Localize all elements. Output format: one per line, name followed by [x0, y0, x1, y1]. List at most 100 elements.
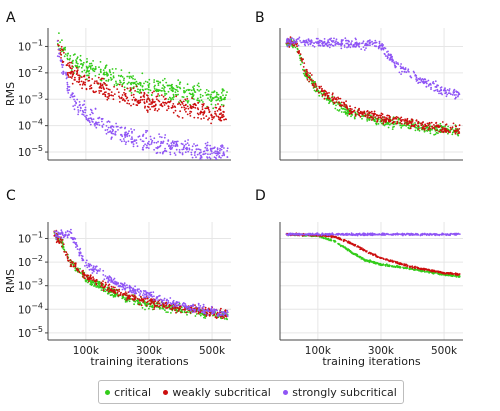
data-point: [163, 303, 165, 306]
data-point: [131, 289, 134, 292]
data-point: [214, 104, 217, 106]
data-point: [307, 38, 310, 40]
data-point: [68, 230, 71, 233]
data-point: [70, 69, 73, 71]
data-point: [190, 151, 193, 154]
data-point: [339, 97, 342, 100]
data-point: [335, 101, 338, 103]
data-point: [421, 127, 424, 130]
data-point: [107, 280, 110, 282]
data-point: [90, 84, 92, 87]
data-point: [214, 152, 217, 155]
data-point: [144, 143, 147, 146]
data-point: [104, 93, 107, 96]
data-point: [92, 67, 94, 70]
data-point: [160, 136, 163, 139]
data-point: [433, 89, 436, 92]
data-point: [148, 99, 151, 102]
data-point: [179, 151, 182, 154]
data-point: [79, 103, 81, 106]
data-point: [69, 57, 71, 60]
data-point: [172, 93, 175, 96]
data-point: [131, 136, 133, 139]
data-point: [173, 96, 175, 98]
data-point: [66, 257, 69, 260]
data-point: [77, 109, 80, 111]
data-point: [433, 269, 435, 272]
data-point: [158, 302, 161, 305]
data-point: [226, 309, 229, 312]
data-point: [422, 82, 425, 85]
data-point: [66, 72, 69, 74]
data-point: [455, 273, 457, 276]
data-point: [147, 300, 149, 303]
data-point: [185, 308, 188, 310]
data-point: [110, 73, 112, 76]
data-point: [325, 98, 328, 101]
data-point: [197, 101, 200, 104]
data-point: [347, 45, 350, 48]
data-point: [121, 83, 124, 86]
data-point: [354, 41, 357, 44]
data-point: [146, 88, 148, 90]
data-point: [158, 305, 161, 307]
data-point: [134, 300, 137, 303]
data-point: [75, 242, 78, 244]
data-point: [189, 112, 191, 115]
data-point: [189, 104, 192, 107]
data-point: [361, 113, 364, 115]
data-point: [164, 147, 167, 150]
data-point: [153, 109, 156, 111]
data-point: [184, 104, 187, 107]
data-point: [333, 233, 335, 236]
data-point: [383, 116, 386, 118]
data-point: [324, 94, 327, 97]
data-point: [60, 241, 63, 244]
data-point: [95, 126, 98, 129]
data-point: [170, 142, 173, 145]
data-point: [158, 89, 160, 92]
data-point: [94, 108, 97, 110]
data-point: [388, 120, 390, 122]
data-point: [98, 73, 101, 76]
data-point: [331, 93, 334, 96]
data-point: [100, 285, 102, 288]
data-point: [134, 291, 137, 294]
data-point: [192, 103, 195, 106]
data-point: [161, 105, 164, 108]
data-point: [190, 305, 193, 307]
data-point: [197, 312, 200, 315]
data-point: [212, 310, 214, 312]
data-point: [226, 91, 228, 93]
data-point: [139, 83, 142, 85]
data-point: [210, 149, 212, 152]
data-point: [407, 126, 410, 129]
data-point: [75, 246, 77, 249]
data-point: [67, 230, 69, 233]
data-point: [210, 100, 213, 103]
data-point: [145, 301, 148, 304]
data-point: [64, 233, 67, 236]
data-point: [146, 98, 149, 101]
y-tick-label: 10−3: [18, 278, 43, 293]
data-point: [163, 302, 166, 304]
data-point: [78, 76, 81, 79]
data-point: [88, 268, 91, 271]
data-point: [97, 117, 99, 120]
data-point: [196, 153, 199, 156]
data-point: [360, 248, 363, 250]
data-point: [82, 111, 85, 114]
data-point: [63, 250, 66, 253]
data-point: [434, 125, 437, 128]
data-point: [86, 58, 88, 60]
data-point: [454, 127, 457, 130]
data-point: [90, 87, 93, 89]
data-point: [112, 278, 115, 281]
data-point: [64, 231, 67, 234]
data-point: [175, 311, 177, 314]
data-point: [119, 293, 122, 295]
data-point: [377, 47, 380, 50]
data-point: [82, 259, 84, 261]
data-point: [368, 116, 371, 119]
